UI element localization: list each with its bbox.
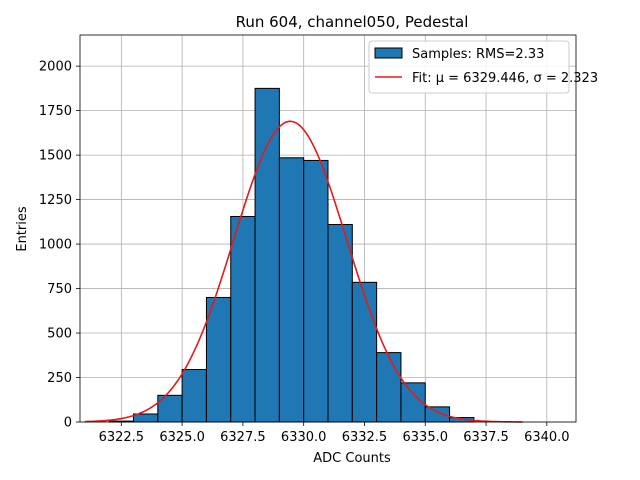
y-tick-label: 2000 [39, 60, 72, 75]
fit-curve [84, 120, 523, 423]
histogram-bar [230, 215, 256, 423]
y-tick-label: 0 [64, 416, 72, 431]
x-tick-label: 6332.5 [342, 430, 388, 445]
histogram-bar [327, 223, 353, 423]
legend-histogram-label: Samples: RMS=2.33 [412, 47, 544, 62]
x-tick-label: 6337.5 [463, 430, 509, 445]
y-tick-label: 500 [47, 327, 72, 342]
y-tick-label: 1750 [39, 104, 72, 119]
y-axis-label: Entries [15, 206, 30, 252]
x-axis-ticks: 6322.5 6325.0 6327.5 6330.0 6332.5 6335.0 6337… [99, 422, 570, 445]
x-tick-label: 6327.5 [220, 430, 266, 445]
histogram-bar [181, 369, 207, 423]
plot-frame [79, 34, 577, 423]
x-tick-label: 6340.0 [524, 430, 570, 445]
legend: Samples: RMS=2.33 Fit: μ = 6329.446, σ =… [368, 40, 598, 94]
y-tick-label: 750 [47, 282, 72, 297]
x-tick-label: 6322.5 [99, 430, 145, 445]
chart-title: Run 604, channel050, Pedestal [236, 13, 469, 31]
legend-fit-label: Fit: μ = 6329.446, σ = 2.323 [412, 71, 598, 86]
histogram-bar [278, 157, 305, 423]
histogram-bars [108, 87, 475, 423]
x-tick-label: 6330.0 [281, 430, 327, 445]
fit-curve-group [84, 120, 523, 423]
x-tick-label: 6335.0 [403, 430, 449, 445]
y-tick-label: 1000 [39, 238, 72, 253]
histogram-bar [351, 281, 378, 423]
y-tick-label: 1250 [39, 193, 72, 208]
legend-box [368, 40, 570, 94]
y-axis-ticks: 0 250 500 750 1000 1250 1500 1750 2000 [39, 60, 80, 431]
y-tick-label: 1500 [39, 149, 72, 164]
x-axis-label: ADC Counts [313, 451, 391, 466]
x-tick-label: 6325.0 [159, 430, 205, 445]
histogram-bar [376, 352, 402, 423]
histogram-bar [303, 159, 329, 423]
histogram-bar [205, 296, 232, 423]
legend-histogram-swatch [374, 47, 403, 59]
y-tick-label: 250 [47, 371, 72, 386]
histogram-bar [254, 87, 280, 423]
